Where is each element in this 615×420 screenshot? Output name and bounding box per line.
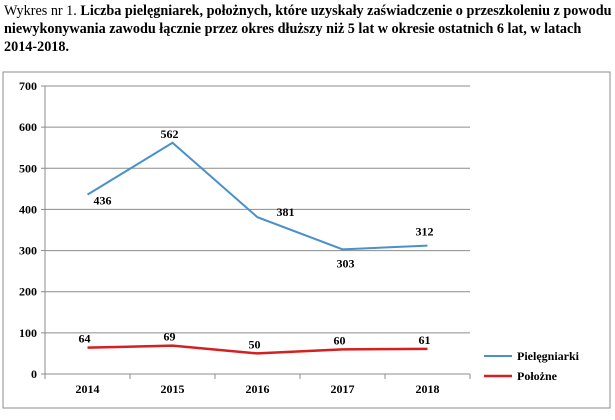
- y-tick-label: 0: [31, 367, 37, 381]
- data-label: 303: [337, 256, 355, 270]
- data-label: 312: [416, 225, 434, 239]
- legend-label: Pielęgniarki: [517, 349, 580, 363]
- x-tick-label: 2014: [76, 382, 100, 396]
- y-tick-label: 500: [19, 161, 37, 175]
- y-tick-label: 300: [19, 244, 37, 258]
- caption-prefix: Wykres nr 1.: [4, 3, 81, 19]
- series-line-2: [87, 344, 428, 355]
- data-label: 381: [277, 205, 295, 219]
- data-label: 69: [164, 330, 176, 344]
- data-label: 60: [334, 333, 346, 347]
- series-lines: [86, 141, 428, 355]
- caption-title: Liczba pielęgniarek, położnych, które uz…: [4, 3, 612, 55]
- y-tick-label: 200: [19, 285, 37, 299]
- axes: [44, 86, 470, 375]
- x-tick-label: 2016: [246, 382, 270, 396]
- data-label: 50: [249, 337, 261, 351]
- y-tick-label: 100: [19, 326, 37, 340]
- series-line-1: [86, 141, 428, 251]
- data-labels: 436 562 381 303 312 64 69 50 60 61: [79, 127, 434, 352]
- gridlines: [45, 85, 470, 334]
- x-tick-label: 2015: [161, 382, 185, 396]
- y-tick-label: 400: [19, 202, 37, 216]
- x-tick-label: 2017: [331, 382, 355, 396]
- data-label: 436: [94, 194, 112, 208]
- data-label: 64: [79, 332, 91, 346]
- x-axis-ticks: 2014 2015 2016 2017 2018: [44, 374, 471, 396]
- data-label: 562: [161, 127, 179, 141]
- x-tick-label: 2018: [416, 382, 440, 396]
- y-tick-label: 700: [19, 79, 37, 93]
- data-label: 61: [419, 333, 431, 347]
- y-axis-ticks: 0 100 200 300 400 500 600 700: [19, 79, 45, 381]
- chart-caption: Wykres nr 1. Liczba pielęgniarek, położn…: [4, 2, 612, 56]
- legend: Pielęgniarki Położne: [484, 349, 580, 383]
- legend-label: Położne: [517, 369, 558, 383]
- y-tick-label: 600: [19, 120, 37, 134]
